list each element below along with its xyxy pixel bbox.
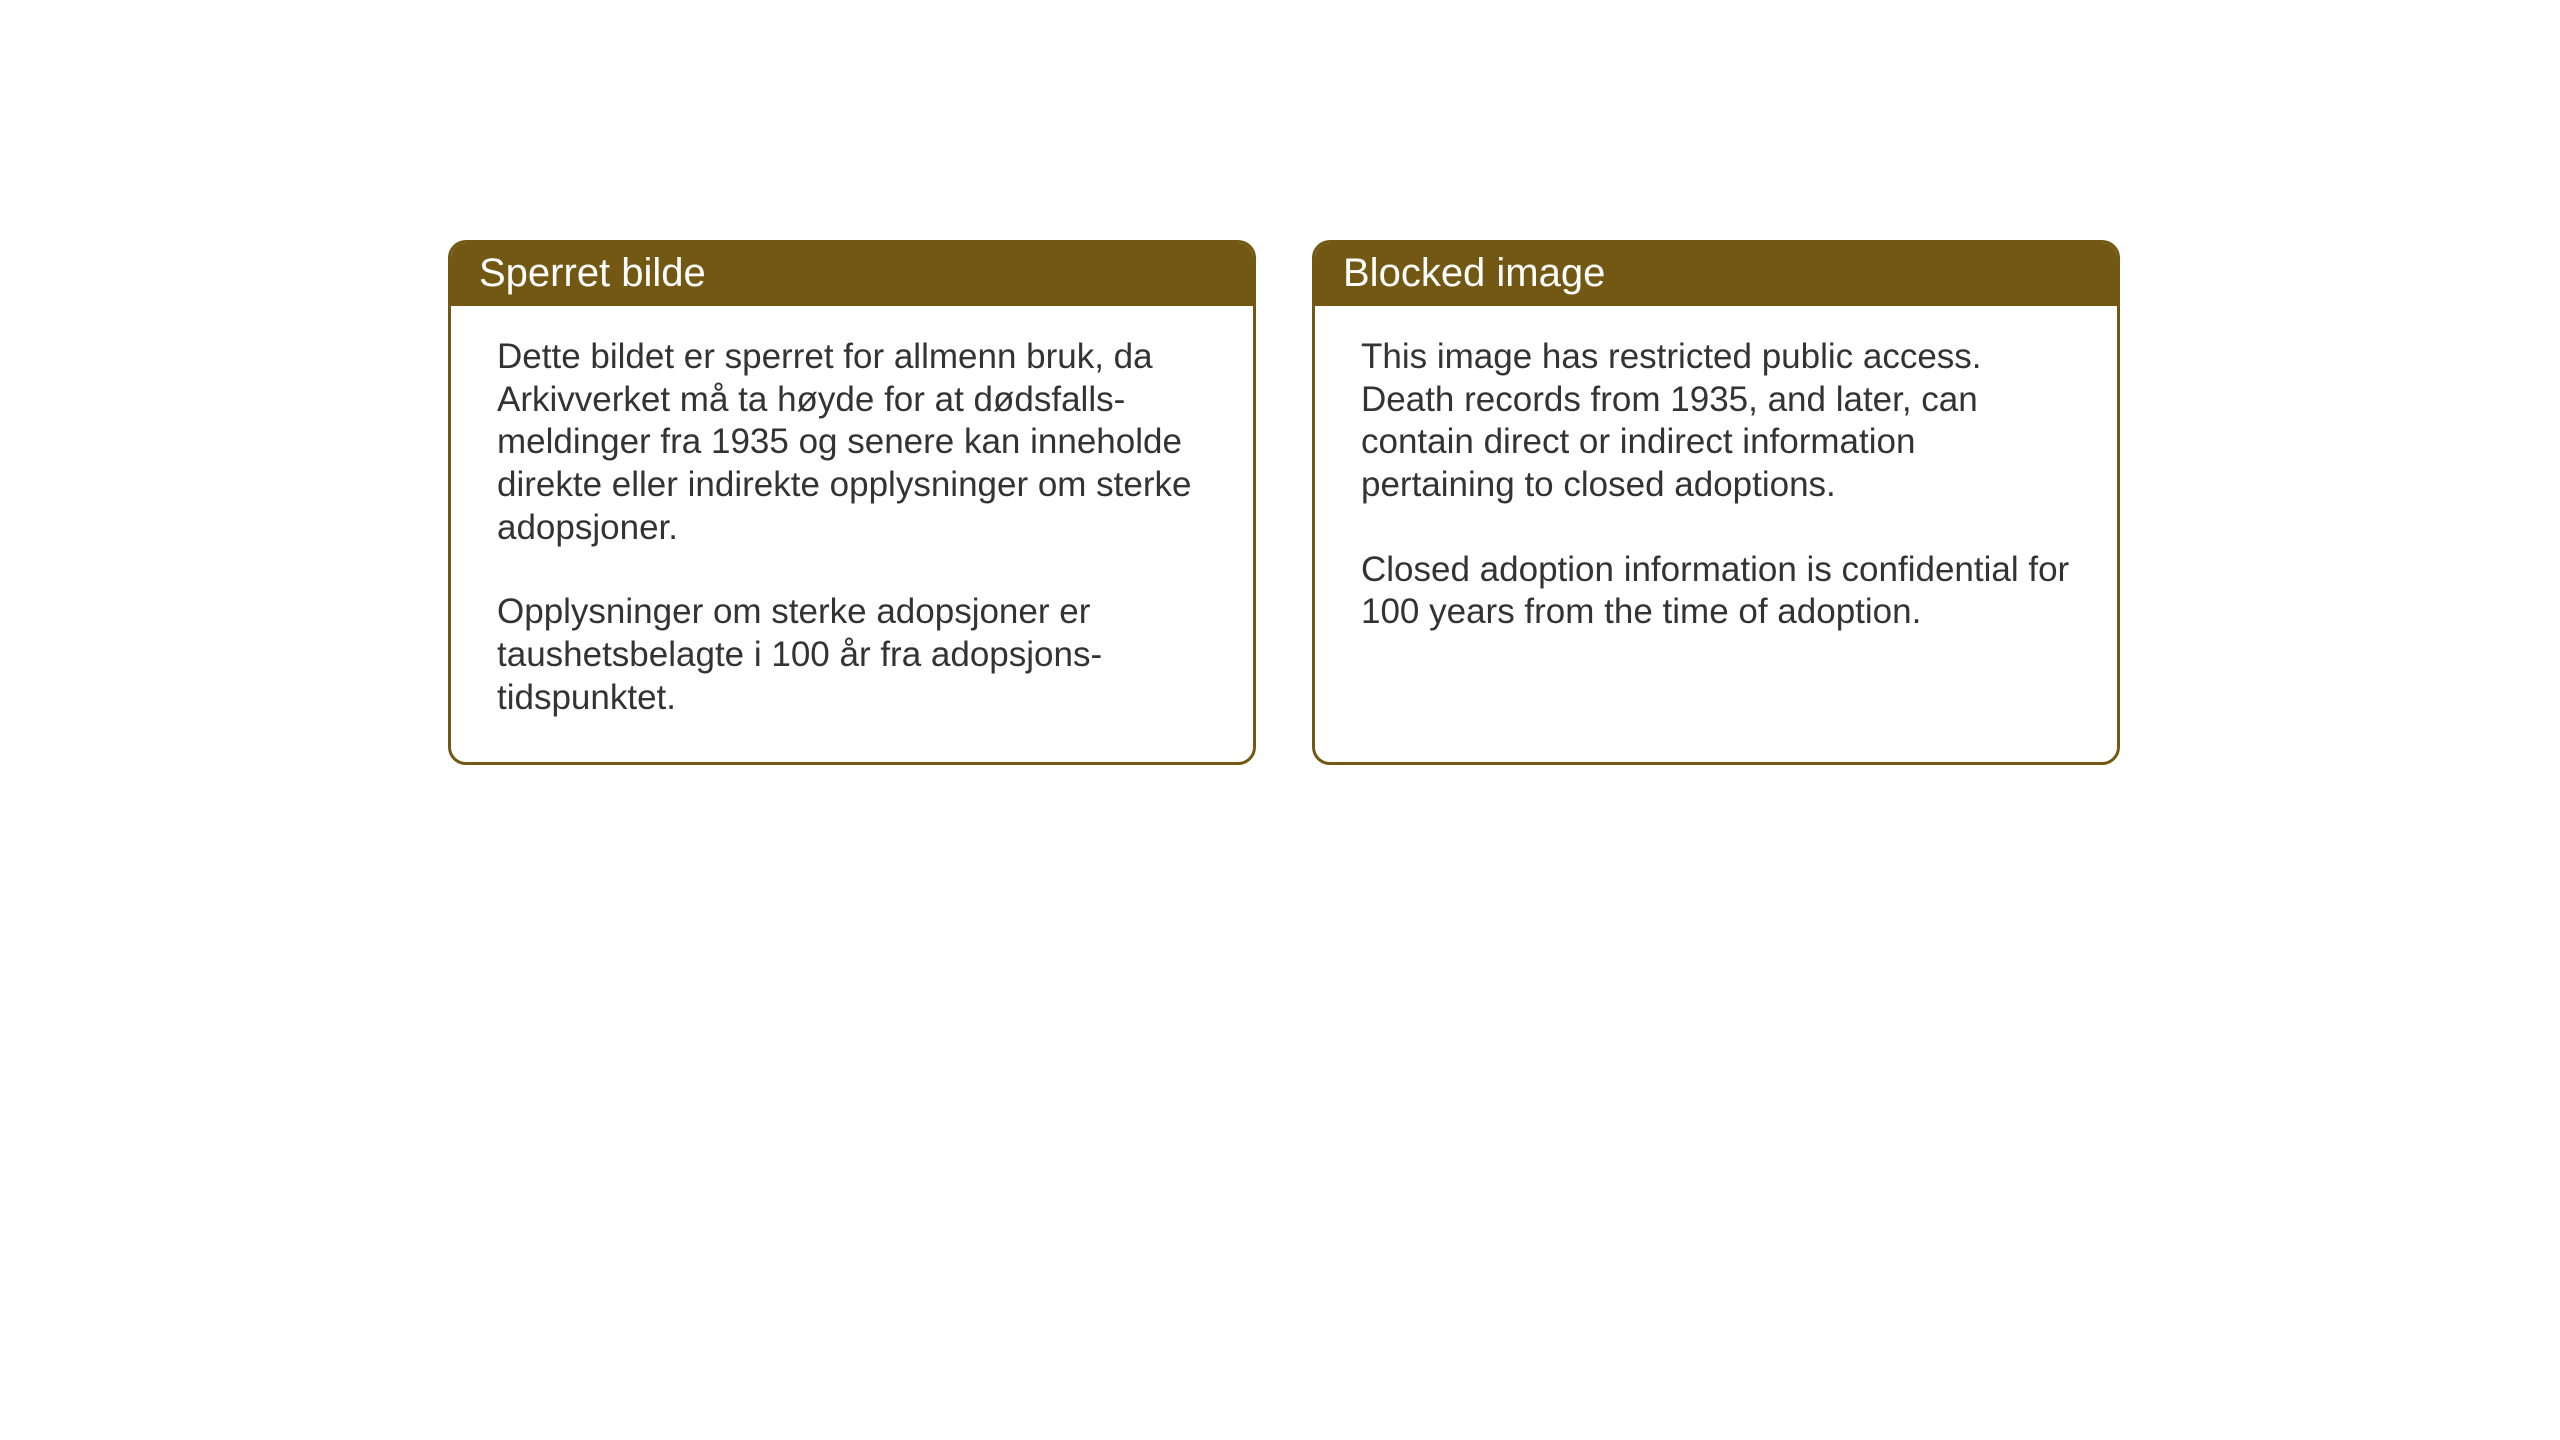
card-body-english: This image has restricted public access.… — [1315, 306, 2117, 746]
paragraph-english-1: This image has restricted public access.… — [1361, 336, 2071, 507]
card-header-english: Blocked image — [1315, 243, 2117, 306]
notice-card-english: Blocked image This image has restricted … — [1312, 240, 2120, 765]
card-header-norwegian: Sperret bilde — [451, 243, 1253, 306]
paragraph-norwegian-1: Dette bildet er sperret for allmenn bruk… — [497, 336, 1207, 549]
card-body-norwegian: Dette bildet er sperret for allmenn bruk… — [451, 306, 1253, 762]
notice-container: Sperret bilde Dette bildet er sperret fo… — [448, 240, 2120, 765]
paragraph-english-2: Closed adoption information is confident… — [1361, 549, 2071, 634]
notice-card-norwegian: Sperret bilde Dette bildet er sperret fo… — [448, 240, 1256, 765]
paragraph-norwegian-2: Opplysninger om sterke adopsjoner er tau… — [497, 591, 1207, 719]
